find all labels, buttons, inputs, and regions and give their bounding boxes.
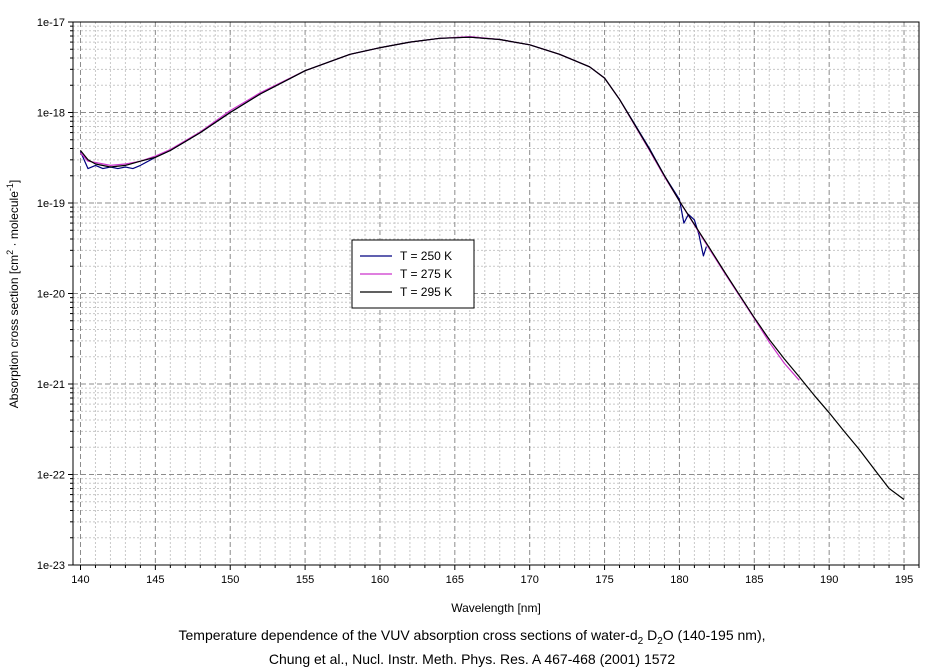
legend-label: T = 275 K bbox=[400, 267, 452, 281]
absorption-chart: 140 145 150 155 160 165 170 175 180 185 190 195 1e-… bbox=[5, 17, 920, 615]
x-tick-label: 185 bbox=[745, 574, 763, 586]
y-tick-label: 1e-18 bbox=[37, 108, 65, 120]
legend: T = 250 K T = 275 K T = 295 K bbox=[351, 239, 475, 309]
x-tick-label: 180 bbox=[670, 574, 688, 586]
series-lines bbox=[79, 35, 905, 500]
x-tick-label: 145 bbox=[146, 574, 164, 586]
x-tick-label: 190 bbox=[820, 574, 838, 586]
y-tick-label: 1e-19 bbox=[37, 198, 65, 210]
y-tick-label: 1e-22 bbox=[37, 470, 65, 482]
x-tick-label: 150 bbox=[221, 574, 239, 586]
figure-caption-line-2: Chung et al., Nucl. Instr. Meth. Phys. R… bbox=[268, 651, 676, 667]
y-tick-label: 1e-23 bbox=[37, 560, 65, 572]
x-tick-label: 195 bbox=[895, 574, 913, 586]
x-axis-label: Wavelength [nm] bbox=[451, 601, 541, 615]
y-tick-label: 1e-21 bbox=[37, 379, 65, 391]
y-tick-label: 1e-17 bbox=[37, 17, 65, 29]
x-tick-label: 165 bbox=[446, 574, 464, 586]
series-line bbox=[80, 36, 905, 500]
x-tick-label: 160 bbox=[371, 574, 389, 586]
x-tick-label: 170 bbox=[521, 574, 539, 586]
x-tick-label: 155 bbox=[296, 574, 314, 586]
grid-lines bbox=[73, 21, 920, 566]
y-axis-ticks: 1e-23 1e-22 1e-21 1e-20 1e-19 1e-18 1e-17 bbox=[37, 17, 73, 572]
y-axis-label: Absorption cross section [cm2 · molecule… bbox=[5, 180, 21, 408]
plot-border bbox=[72, 21, 920, 566]
y-tick-label: 1e-20 bbox=[37, 289, 65, 301]
legend-label: T = 295 K bbox=[400, 285, 452, 299]
figure-caption-line-1: Temperature dependence of the VUV absorp… bbox=[178, 627, 766, 647]
x-axis-ticks: 140 145 150 155 160 165 170 175 180 185 190 195 bbox=[71, 565, 920, 586]
legend-label: T = 250 K bbox=[400, 249, 452, 263]
x-tick-label: 140 bbox=[71, 574, 89, 586]
x-tick-label: 175 bbox=[595, 574, 613, 586]
